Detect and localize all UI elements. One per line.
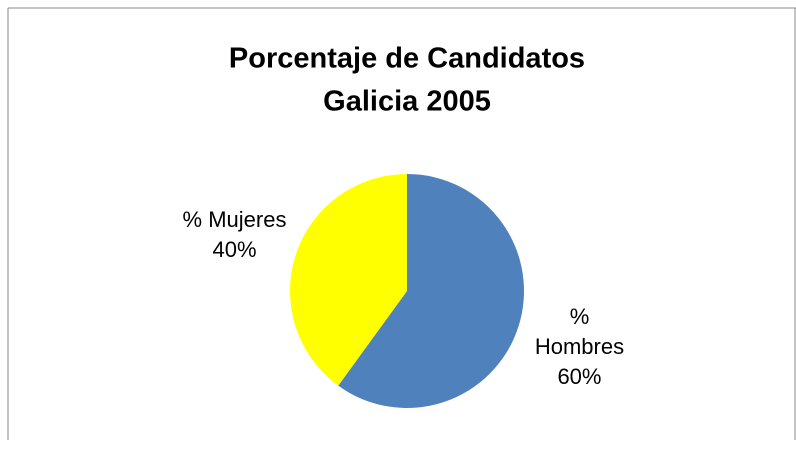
slice-label: % Hombres 60% [529,302,629,392]
chart-title: Porcentaje de Candidatos [229,43,585,75]
pie-slice [338,174,524,408]
slice-label: % Mujeres 40% [165,205,305,265]
pie-slice [290,174,407,386]
slice-category: % Hombres [534,304,625,360]
chart-title: Galicia 2005 [323,86,491,118]
slice-value: 60% [557,364,602,390]
slice-category: % Mujeres [182,206,287,232]
slice-value: 40% [212,236,257,262]
